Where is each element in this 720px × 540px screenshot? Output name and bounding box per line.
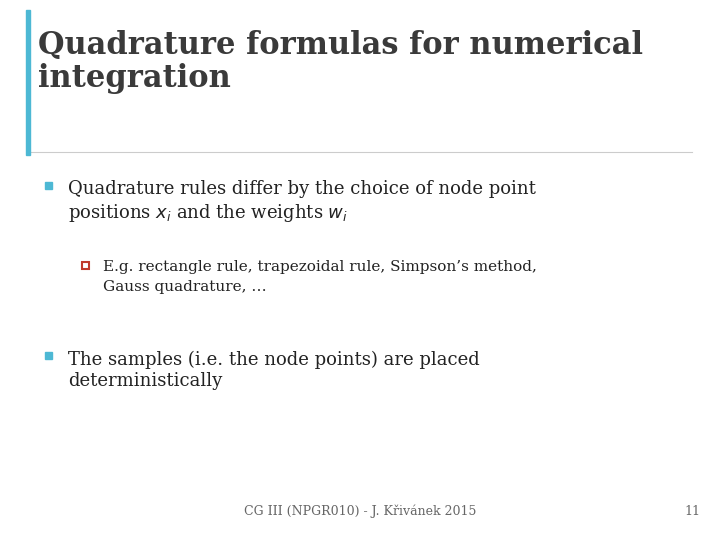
Bar — [81, 261, 89, 268]
Text: The samples (i.e. the node points) are placed: The samples (i.e. the node points) are p… — [68, 350, 480, 369]
Bar — [45, 352, 52, 359]
Text: Gauss quadrature, …: Gauss quadrature, … — [103, 280, 266, 294]
Text: 11: 11 — [684, 505, 700, 518]
Bar — [45, 181, 52, 188]
Text: CG III (NPGR010) - J. Křivánek 2015: CG III (NPGR010) - J. Křivánek 2015 — [244, 504, 476, 518]
Text: Quadrature formulas for numerical: Quadrature formulas for numerical — [38, 30, 643, 61]
Text: E.g. rectangle rule, trapezoidal rule, Simpson’s method,: E.g. rectangle rule, trapezoidal rule, S… — [103, 260, 537, 274]
Text: Quadrature rules differ by the choice of node point: Quadrature rules differ by the choice of… — [68, 180, 536, 199]
Text: positions $x_i$ and the weights $w_i$: positions $x_i$ and the weights $w_i$ — [68, 202, 348, 225]
Text: deterministically: deterministically — [68, 373, 222, 390]
Bar — [26, 10, 30, 155]
Text: integration: integration — [38, 63, 231, 94]
